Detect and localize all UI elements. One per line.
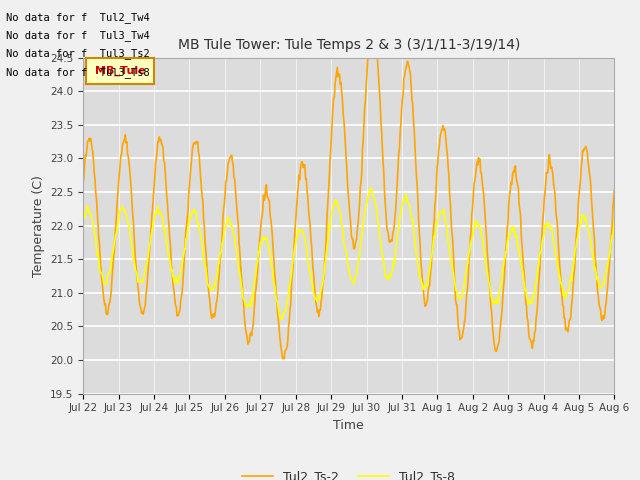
Line: Tul2_Ts-8: Tul2_Ts-8: [83, 188, 614, 319]
Tul2_Ts-2: [143, 276, 151, 282]
Tul2_Ts-2: [368, 16, 376, 22]
Tul2_Ts-2: [198, 184, 205, 190]
Tul2_Ts-8: [89, 221, 97, 227]
Text: No data for f  Tul3_Ts8: No data for f Tul3_Ts8: [6, 67, 150, 78]
Tul2_Ts-8: [79, 216, 87, 222]
X-axis label: Time: Time: [333, 419, 364, 432]
Tul2_Ts-2: [226, 156, 234, 161]
Tul2_Ts-8: [198, 238, 205, 243]
Tul2_Ts-2: [611, 187, 618, 193]
Line: Tul2_Ts-2: Tul2_Ts-2: [83, 19, 614, 359]
Tul2_Ts-8: [611, 217, 618, 223]
Title: MB Tule Tower: Tule Temps 2 & 3 (3/1/11-3/19/14): MB Tule Tower: Tule Temps 2 & 3 (3/1/11-…: [178, 38, 520, 52]
Text: No data for f  Tul3_Ts2: No data for f Tul3_Ts2: [6, 48, 150, 60]
Y-axis label: Temperature (C): Temperature (C): [31, 175, 45, 276]
Tul2_Ts-2: [89, 149, 97, 155]
Tul2_Ts-2: [280, 356, 288, 361]
Text: MB_Tule: MB_Tule: [95, 66, 145, 76]
Tul2_Ts-8: [367, 185, 375, 191]
Tul2_Ts-2: [430, 218, 438, 224]
Text: No data for f  Tul3_Tw4: No data for f Tul3_Tw4: [6, 30, 150, 41]
Tul2_Ts-8: [226, 215, 234, 221]
Tul2_Ts-2: [415, 217, 422, 223]
Tul2_Ts-8: [415, 265, 422, 271]
Tul2_Ts-8: [143, 259, 151, 264]
Tul2_Ts-8: [430, 233, 438, 239]
Legend: Tul2_Ts-2, Tul2_Ts-8: Tul2_Ts-2, Tul2_Ts-8: [237, 465, 460, 480]
Tul2_Ts-2: [79, 180, 87, 186]
Text: No data for f  Tul2_Tw4: No data for f Tul2_Tw4: [6, 12, 150, 23]
Tul2_Ts-8: [278, 316, 286, 322]
